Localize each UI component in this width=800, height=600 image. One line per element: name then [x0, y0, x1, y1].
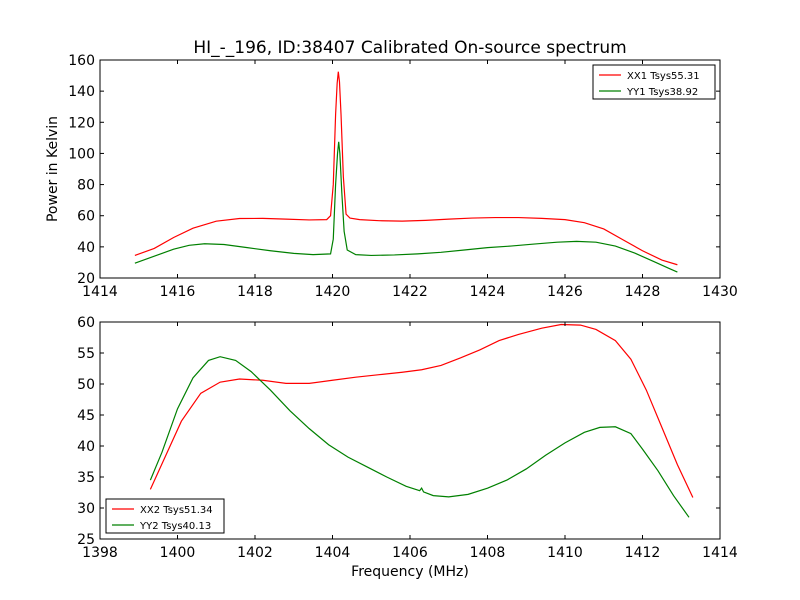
x-tick-label: 1424: [470, 284, 506, 300]
x-tick-label: 1408: [470, 545, 506, 561]
series-line-1: [134, 71, 678, 266]
series-line-1: [149, 323, 694, 498]
bottom-spectrum-plot: 1398 1400 1402 1404 1406 1408 1410 1412 1414 25 30…: [77, 315, 738, 580]
y-tick-label: 20: [77, 271, 95, 287]
x-tick-label: 1420: [315, 284, 351, 300]
legend-label: XX1 Tsys55.31: [627, 71, 700, 82]
legend: XX1 Tsys55.31 YY1 Tsys38.92: [592, 64, 716, 100]
y-axis-label: Power in Kelvin: [45, 116, 61, 222]
x-tick-label: 1414: [82, 284, 118, 300]
y-tick-label: 60: [77, 209, 95, 225]
x-tick-label: 1410: [547, 545, 583, 561]
y-tick-label: 25: [77, 532, 95, 548]
legend-box: [592, 64, 716, 100]
x-tick-label: 1412: [625, 545, 661, 561]
x-tick-label: 1430: [702, 284, 738, 300]
legend-label: YY2 Tsys40.13: [139, 521, 211, 532]
legend-label: YY1 Tsys38.92: [626, 87, 698, 98]
series-line-2: [149, 356, 690, 518]
series-line-2: [134, 141, 678, 273]
legend-box: [105, 498, 225, 534]
y-tick-label: 55: [77, 346, 95, 362]
y-tick-label: 80: [77, 178, 95, 194]
top-spectrum-plot: 1414 1416 1418 1420 1422 1424 1426 1428 1430 20 40…: [45, 53, 738, 300]
x-tick-label: 1406: [392, 545, 428, 561]
legend: XX2 Tsys51.34 YY2 Tsys40.13: [105, 498, 225, 534]
x-tick-label: 1400: [160, 545, 196, 561]
x-tick-label: 1416: [160, 284, 196, 300]
y-tick-label: 30: [77, 501, 95, 517]
chart-title: HI_-_196, ID:38407 Calibrated On-source …: [193, 38, 626, 58]
y-tick-label: 35: [77, 470, 95, 486]
y-tick-label: 60: [77, 315, 95, 331]
y-tick-label: 40: [77, 439, 95, 455]
legend-label: XX2 Tsys51.34: [140, 505, 213, 516]
x-tick-label: 1418: [237, 284, 273, 300]
y-tick-label: 45: [77, 408, 95, 424]
y-tick-label: 120: [68, 115, 95, 131]
y-tick-label: 40: [77, 240, 95, 256]
x-tick-label: 1422: [392, 284, 428, 300]
x-tick-label: 1404: [315, 545, 351, 561]
x-tick-label: 1398: [82, 545, 118, 561]
y-tick-label: 50: [77, 377, 95, 393]
x-tick-label: 1428: [625, 284, 661, 300]
y-tick-label: 140: [68, 84, 95, 100]
x-tick-label: 1414: [702, 545, 738, 561]
x-tick-label: 1426: [547, 284, 583, 300]
y-tick-label: 160: [68, 53, 95, 69]
y-tick-label: 100: [68, 146, 95, 162]
x-axis-label: Frequency (MHz): [351, 564, 469, 580]
x-tick-label: 1402: [237, 545, 273, 561]
